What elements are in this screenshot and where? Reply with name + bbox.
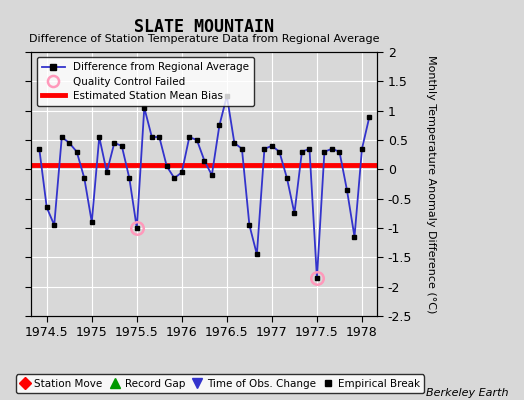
- Y-axis label: Monthly Temperature Anomaly Difference (°C): Monthly Temperature Anomaly Difference (…: [426, 55, 436, 313]
- Text: SLATE MOUNTAIN: SLATE MOUNTAIN: [134, 18, 275, 36]
- Text: Berkeley Earth: Berkeley Earth: [426, 388, 508, 398]
- Legend: Difference from Regional Average, Quality Control Failed, Estimated Station Mean: Difference from Regional Average, Qualit…: [37, 57, 254, 106]
- Legend: Station Move, Record Gap, Time of Obs. Change, Empirical Break: Station Move, Record Gap, Time of Obs. C…: [16, 374, 424, 393]
- Text: Difference of Station Temperature Data from Regional Average: Difference of Station Temperature Data f…: [29, 34, 379, 44]
